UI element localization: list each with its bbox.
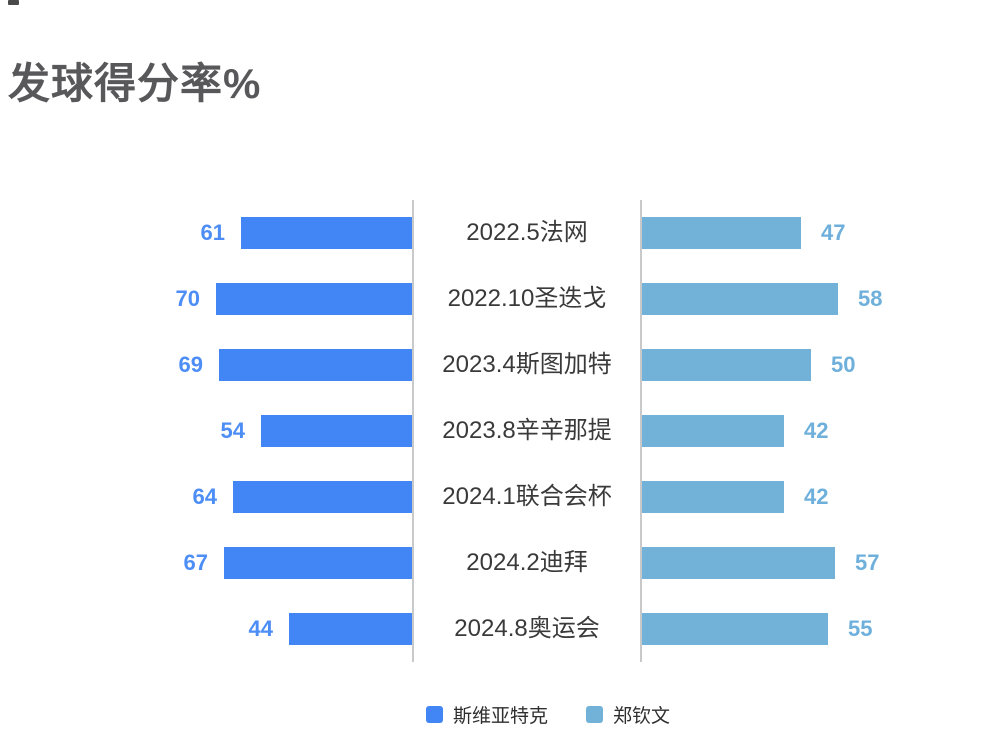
right-axis-line [640,200,642,662]
swiatek-bar [289,613,412,645]
swiatek-bar [224,547,412,579]
zheng-bar [642,283,838,315]
zheng-bar [642,217,801,249]
legend-swatch [586,706,604,723]
right-value-label: 55 [848,616,873,641]
swiatek-bar [216,283,412,315]
chart-row: 44 2024.8奥运会 55 [0,596,1000,662]
right-value-label: 47 [821,220,846,245]
right-value-label: 42 [804,484,829,509]
legend-item: 斯维亚特克 [426,701,548,728]
chart-row: 67 2024.2迪拜 57 [0,530,1000,596]
chart-row: 61 2022.5法网 47 [0,200,1000,266]
left-value-label: 64 [192,484,217,509]
chart-row: 70 2022.10圣迭戈 58 [0,266,1000,332]
right-value-label: 57 [855,550,880,575]
chart-rows: 61 2022.5法网 47 70 2022.10圣迭戈 58 69 2023.4斯图加特 50… [0,200,1000,662]
category-label: 2024.8奥运会 [454,615,600,642]
chart-title: 发球得分率% [8,60,262,108]
chart-row: 69 2023.4斯图加特 50 [0,332,1000,398]
category-label: 2024.1联合会杯 [442,483,612,510]
left-value-label: 54 [220,418,245,443]
left-value-label: 61 [200,220,225,245]
zheng-bar [642,547,835,579]
category-label: 2022.10圣迭戈 [447,285,607,312]
swiatek-bar [233,481,412,513]
left-value-label: 44 [248,616,273,641]
right-value-label: 50 [831,352,856,377]
swiatek-bar [261,415,412,447]
chart-row: 64 2024.1联合会杯 42 [0,464,1000,530]
left-value-label: 69 [178,352,203,377]
category-label: 2024.2迪拜 [466,549,588,576]
legend-item: 郑钦文 [586,701,670,728]
zheng-bar [642,349,811,381]
tornado-chart: 61 2022.5法网 47 70 2022.10圣迭戈 58 69 2023.4斯图加特 50… [0,200,1000,662]
left-value-label: 70 [175,286,200,311]
cropped-text-artifact [8,0,19,5]
right-value-label: 42 [804,418,829,443]
category-label: 2023.4斯图加特 [442,351,612,378]
left-axis-line [412,200,414,662]
legend: 斯维亚特克 郑钦文 [426,701,670,728]
right-value-label: 58 [858,286,883,311]
legend-label: 郑钦文 [613,706,671,727]
zheng-bar [642,613,828,645]
zheng-bar [642,415,784,447]
left-value-label: 67 [183,550,208,575]
category-label: 2022.5法网 [466,219,588,246]
chart-row: 54 2023.8辛辛那提 42 [0,398,1000,464]
category-label: 2023.8辛辛那提 [442,417,612,444]
legend-label: 斯维亚特克 [453,706,549,727]
zheng-bar [642,481,784,513]
swiatek-bar [219,349,412,381]
swiatek-bar [241,217,412,249]
legend-swatch [426,706,443,723]
